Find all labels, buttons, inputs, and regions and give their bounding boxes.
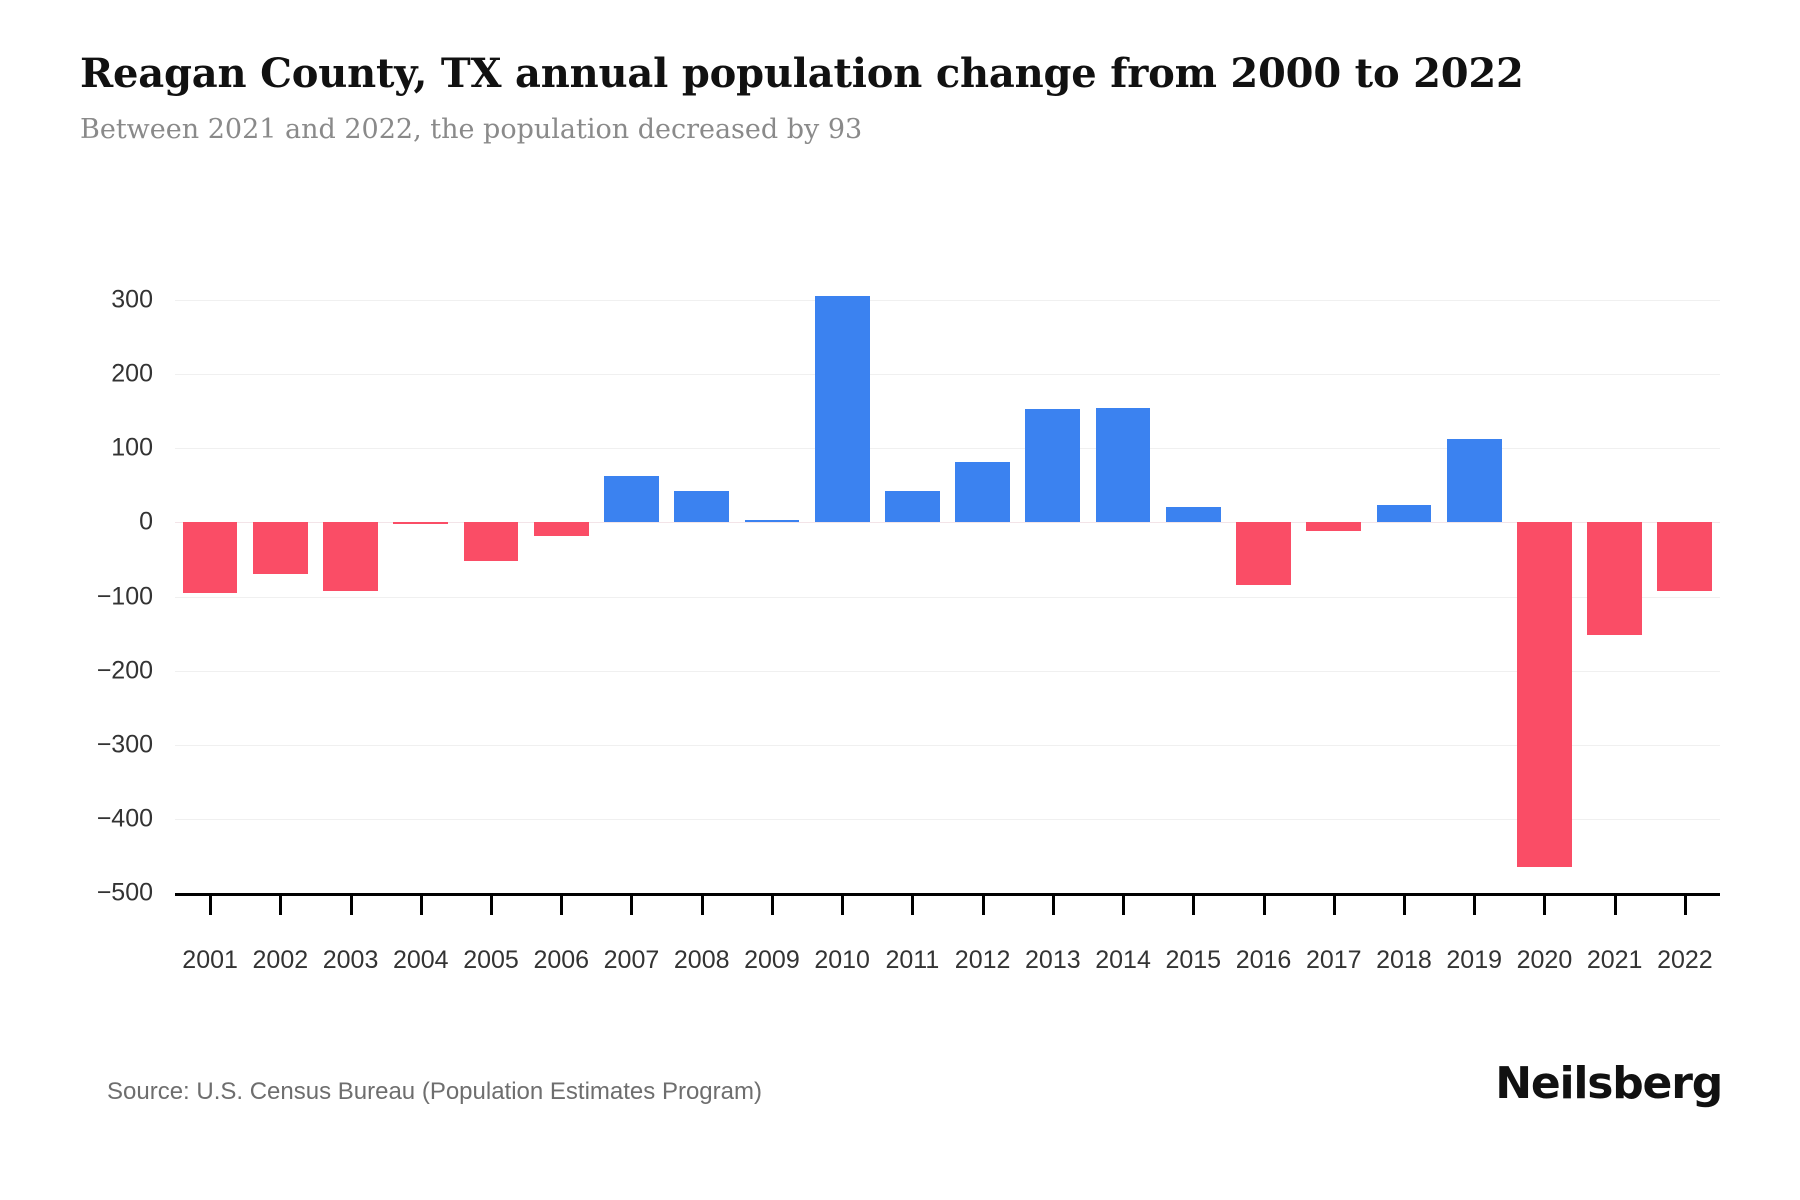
bar-2021[interactable] xyxy=(1587,522,1643,636)
x-axis-tick xyxy=(419,893,423,915)
gridline-200 xyxy=(175,374,1720,376)
x-axis-tick-label-2013: 2013 xyxy=(1025,946,1081,974)
x-axis-tick xyxy=(1332,893,1336,915)
y-axis-tick-label: −500 xyxy=(96,878,153,907)
x-axis-tick-label-2020: 2020 xyxy=(1516,946,1573,974)
x-axis-tick-label-2012: 2012 xyxy=(954,946,1011,974)
x-axis-tick-label-2017: 2017 xyxy=(1305,946,1362,974)
x-axis-tick-label-2001: 2001 xyxy=(182,946,238,974)
x-axis-tick xyxy=(1543,893,1547,915)
bar-2006[interactable] xyxy=(533,522,589,536)
gridline-300 xyxy=(175,300,1720,301)
x-axis-tick xyxy=(1402,893,1406,915)
x-axis-tick-label-2007: 2007 xyxy=(603,946,660,974)
x-axis-tick-label-2006: 2006 xyxy=(533,946,590,974)
gridline--100 xyxy=(175,596,1720,598)
bar-2019[interactable] xyxy=(1446,438,1502,523)
x-axis-tick-label-2014: 2014 xyxy=(1095,946,1151,974)
chart-subtitle: Between 2021 and 2022, the population de… xyxy=(80,114,863,145)
x-axis-tick-label-2004: 2004 xyxy=(392,946,449,974)
x-axis-tick-label-2021: 2021 xyxy=(1586,946,1643,974)
bar-2009[interactable] xyxy=(744,520,800,523)
y-axis-tick-label: −400 xyxy=(96,804,153,833)
x-axis-tick-label-2008: 2008 xyxy=(673,946,730,974)
gridline-0 xyxy=(175,522,1720,524)
bar-2008[interactable] xyxy=(674,491,730,523)
bar-2017[interactable] xyxy=(1306,522,1362,532)
page-title: Reagan County, TX annual population chan… xyxy=(80,50,1524,97)
y-axis-tick-label: −100 xyxy=(96,582,153,610)
bar-2003[interactable] xyxy=(323,522,378,591)
x-axis-tick-label-2016: 2016 xyxy=(1235,946,1292,974)
x-axis-tick xyxy=(560,893,564,915)
x-axis-tick xyxy=(1473,893,1477,915)
x-axis-tick-label-2009: 2009 xyxy=(744,946,800,974)
y-axis-tick-label: 300 xyxy=(111,285,153,314)
gridline--200 xyxy=(175,670,1720,672)
x-axis-tick xyxy=(770,893,774,915)
x-axis-tick xyxy=(911,893,915,915)
bar-2020[interactable] xyxy=(1517,522,1572,868)
x-axis-tick xyxy=(700,893,704,915)
x-axis-tick xyxy=(209,893,213,915)
x-axis-tick-label-2019: 2019 xyxy=(1446,946,1503,974)
x-axis-tick xyxy=(349,893,353,915)
bar-2010[interactable] xyxy=(814,296,870,523)
x-axis-tick xyxy=(630,893,634,915)
y-axis-tick-label: 200 xyxy=(111,359,153,388)
y-axis-tick-label: 100 xyxy=(111,433,153,462)
bar-2016[interactable] xyxy=(1236,522,1291,586)
x-axis-tick xyxy=(1051,893,1055,915)
plot-area xyxy=(175,296,1720,894)
bar-2007[interactable] xyxy=(604,475,659,523)
bar-2022[interactable] xyxy=(1657,522,1713,592)
x-axis-tick xyxy=(1192,893,1196,915)
chart-header: Reagan County, TX annual population chan… xyxy=(80,50,1720,146)
x-axis-tick-label-2003: 2003 xyxy=(322,946,379,974)
bar-2011[interactable] xyxy=(884,490,940,523)
x-axis-tick xyxy=(841,893,845,915)
x-axis-tick xyxy=(490,893,494,915)
y-axis-tick-label: −300 xyxy=(96,730,153,759)
gridline--300 xyxy=(175,744,1720,746)
x-axis-line xyxy=(175,893,1720,896)
bar-2012[interactable] xyxy=(955,461,1010,523)
x-axis-tick xyxy=(1262,893,1266,915)
x-axis-tick xyxy=(1613,893,1617,915)
x-axis-tick xyxy=(981,893,985,915)
gridline--400 xyxy=(175,818,1720,820)
bar-2013[interactable] xyxy=(1025,408,1081,523)
source-note: Source: U.S. Census Bureau (Population E… xyxy=(107,1078,762,1105)
x-axis-tick-label-2018: 2018 xyxy=(1376,946,1432,974)
bar-2002[interactable] xyxy=(252,522,308,575)
x-axis-tick xyxy=(1683,893,1687,915)
x-axis-tick-label-2015: 2015 xyxy=(1165,946,1222,974)
y-axis-tick-label: 0 xyxy=(139,507,153,536)
x-axis-tick-label-2011: 2011 xyxy=(885,946,940,974)
bar-2004[interactable] xyxy=(393,522,449,525)
bar-2014[interactable] xyxy=(1095,408,1151,523)
bar-2015[interactable] xyxy=(1165,506,1221,523)
bar-2018[interactable] xyxy=(1376,505,1432,523)
x-axis-tick-label-2010: 2010 xyxy=(814,946,870,974)
x-axis-tick xyxy=(279,893,283,915)
x-axis-tick-label-2022: 2022 xyxy=(1657,946,1713,974)
bar-2001[interactable] xyxy=(182,522,238,593)
y-axis-tick-label: −200 xyxy=(96,656,153,685)
x-axis-tick-label-2002: 2002 xyxy=(252,946,309,974)
brand-logo: Neilsberg xyxy=(1495,1058,1723,1109)
gridline-100 xyxy=(175,448,1720,450)
x-axis-tick xyxy=(1122,893,1126,915)
x-axis-tick-label-2005: 2005 xyxy=(463,946,519,974)
bar-2005[interactable] xyxy=(463,522,519,561)
